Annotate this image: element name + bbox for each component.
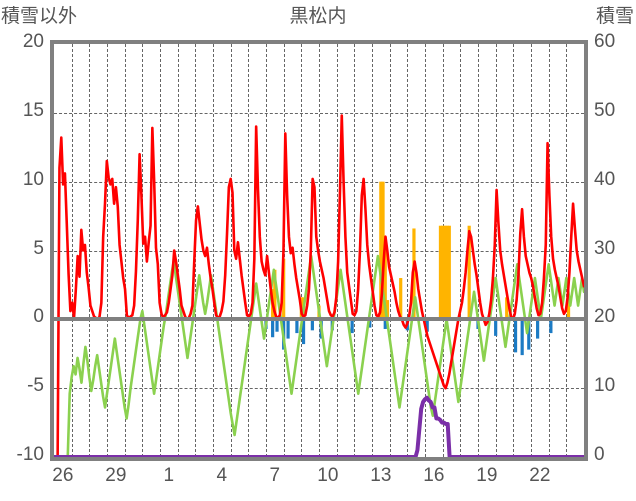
- y-tick-right-60: 60: [594, 31, 616, 52]
- y-tick-left-10: 10: [22, 168, 44, 190]
- y-tick-left--10: -10: [16, 444, 44, 465]
- bar: [520, 319, 524, 356]
- y-tick-left-5: 5: [33, 237, 44, 259]
- bar: [505, 297, 509, 320]
- x-tick-16: 16: [423, 465, 445, 486]
- bar: [447, 225, 451, 320]
- bar: [295, 319, 299, 334]
- x-tick-29: 29: [105, 465, 127, 486]
- bar: [350, 319, 354, 334]
- series-line: [54, 395, 584, 457]
- y-tick-left-0: 0: [33, 306, 44, 328]
- y-tick-right-50: 50: [594, 99, 616, 121]
- horizontal-gridline: [54, 112, 584, 114]
- bar: [549, 319, 553, 334]
- y-tick-right-30: 30: [594, 237, 616, 259]
- y-tick-right-10: 10: [594, 375, 616, 397]
- bar: [566, 298, 571, 320]
- x-tick-13: 13: [370, 465, 392, 486]
- bar: [513, 319, 518, 353]
- y-tick-left-15: 15: [22, 99, 44, 121]
- horizontal-gridline: [54, 181, 584, 183]
- zero-baseline: [54, 317, 584, 322]
- bar: [536, 319, 540, 339]
- bar: [381, 181, 385, 320]
- bar: [399, 278, 403, 320]
- bar: [383, 319, 387, 329]
- x-tick-19: 19: [476, 465, 498, 486]
- bar: [273, 269, 277, 320]
- bar: [494, 319, 498, 336]
- x-tick-22: 22: [529, 465, 551, 486]
- series-line: [54, 254, 584, 457]
- bar: [441, 225, 445, 320]
- x-tick-1: 1: [163, 465, 175, 486]
- bar: [368, 319, 372, 328]
- x-tick-7: 7: [269, 465, 281, 486]
- bar: [286, 319, 290, 339]
- bar: [275, 319, 279, 332]
- y-tick-right-20: 20: [594, 306, 616, 328]
- bar: [310, 319, 314, 331]
- x-tick-4: 4: [216, 465, 228, 486]
- bar: [443, 225, 447, 320]
- x-tick-26: 26: [52, 465, 74, 486]
- x-tick-10: 10: [317, 465, 339, 486]
- series-line: [54, 114, 584, 457]
- bar: [383, 236, 387, 320]
- bar: [271, 319, 275, 338]
- plot-area: [50, 40, 588, 461]
- line-series-layer: [54, 114, 584, 457]
- y-tick-left-20: 20: [22, 31, 44, 52]
- y-tick-right-40: 40: [594, 168, 616, 190]
- bar: [467, 225, 471, 320]
- plot-inner: [54, 44, 584, 457]
- bar: [282, 258, 286, 320]
- bar: [445, 225, 449, 320]
- y-tick-left--5: -5: [27, 375, 44, 397]
- left-axis-title: 積雪以外: [1, 6, 78, 27]
- bar: [527, 319, 531, 350]
- bar: [438, 225, 443, 320]
- y-tick-right-0: 0: [594, 444, 605, 465]
- horizontal-gridline: [54, 388, 584, 390]
- bar: [385, 300, 390, 320]
- bar: [379, 181, 383, 320]
- bar: [425, 319, 429, 332]
- page-title: 黒松内: [289, 6, 347, 27]
- right-axis-title: 積雪: [595, 6, 634, 27]
- bar: [301, 319, 306, 345]
